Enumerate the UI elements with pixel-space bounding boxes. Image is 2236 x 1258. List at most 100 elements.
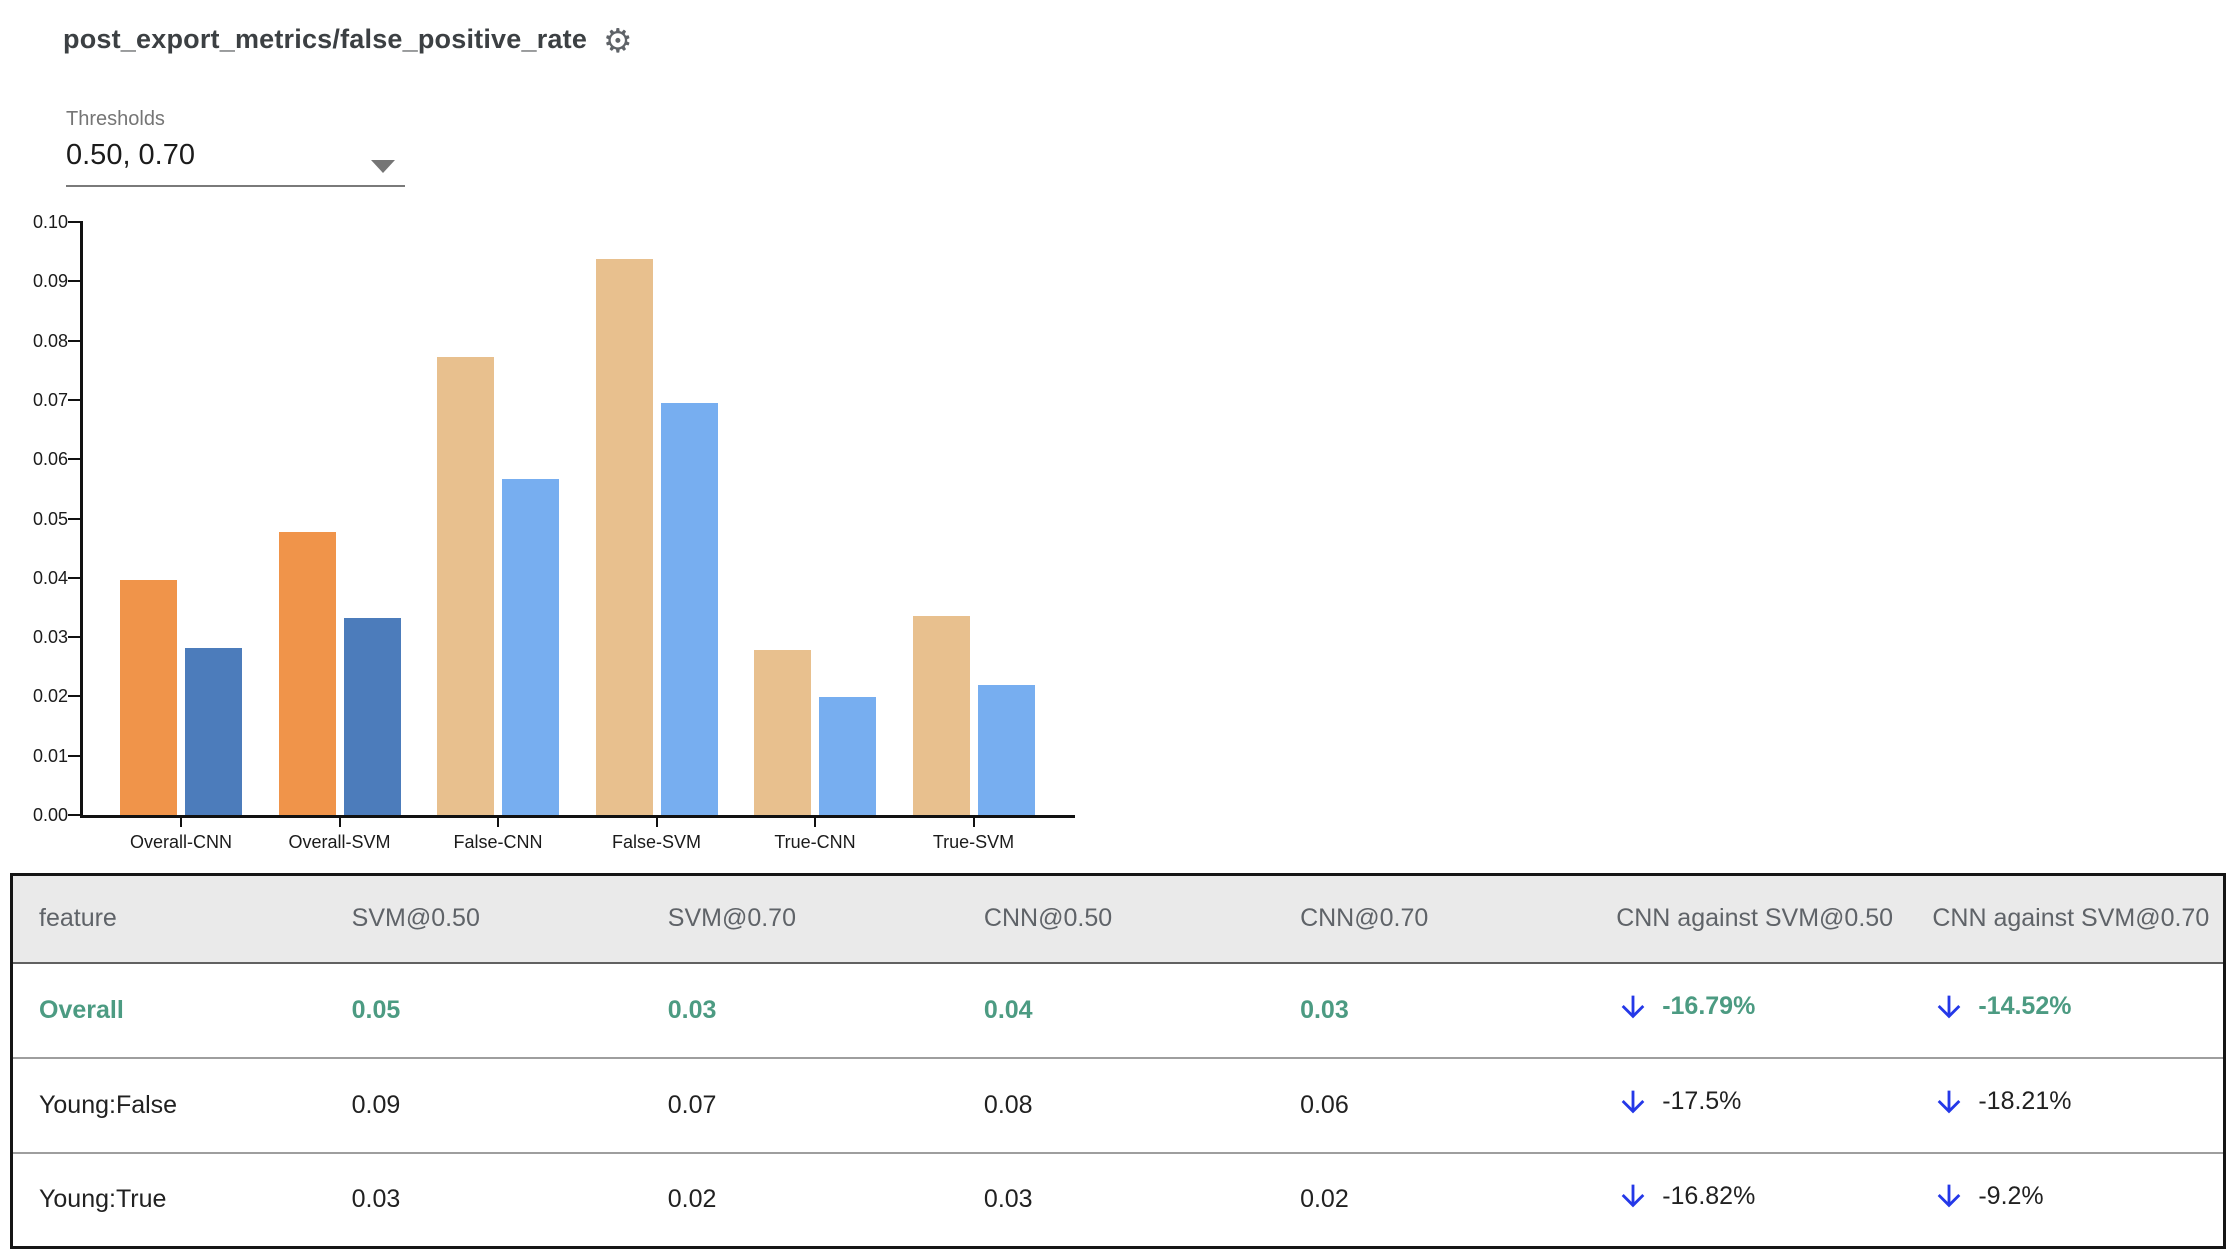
arrow-downward-icon: [1616, 990, 1650, 1024]
bar-Overall-SVM-threshold-0.50[interactable]: [278, 532, 336, 815]
y-tick-mark: [68, 458, 80, 461]
delta-value: -16.79%: [1662, 992, 1756, 1020]
y-axis-label: 0.00: [32, 805, 68, 825]
y-tick-mark: [68, 754, 80, 757]
delta-cell: -18.21%: [1908, 1058, 2224, 1153]
delta-cell: -16.82%: [1592, 1153, 1908, 1248]
metrics-table: feature SVM@0.50 SVM@0.70 CNN@0.50 CNN@0…: [10, 873, 2226, 1249]
x-axis-label: True-SVM: [932, 832, 1015, 852]
bar-True-SVM-threshold-0.50[interactable]: [912, 616, 970, 815]
table-row-young-false: Young:False 0.09 0.07 0.08 0.06 -17.5% -…: [11, 1058, 2225, 1153]
x-tick-mark: [497, 818, 499, 827]
value-cell: 0.08: [983, 1090, 1033, 1119]
y-axis-label: 0.01: [32, 745, 68, 766]
y-axis-line: [80, 221, 83, 818]
y-axis-label: 0.02: [32, 686, 68, 707]
y-axis-label: 0.10: [32, 212, 68, 232]
y-tick-mark: [68, 339, 80, 342]
thresholds-value[interactable]: 0.50, 0.70: [66, 139, 195, 171]
feature-cell: Young:True: [39, 1185, 167, 1214]
thresholds-dropdown[interactable]: Thresholds 0.50, 0.70: [66, 108, 406, 187]
col-header-svm-050: SVM@0.50: [327, 874, 644, 964]
y-tick-mark: [68, 695, 80, 698]
col-header-svm-070: SVM@0.70: [643, 874, 960, 964]
page-title: post_export_metrics/false_positive_rate: [63, 24, 588, 54]
value-cell: 0.02: [667, 1185, 717, 1214]
delta-value: -18.21%: [1978, 1087, 2072, 1115]
chevron-down-icon[interactable]: [371, 160, 395, 173]
delta-cell: -9.2%: [1908, 1153, 2224, 1248]
y-axis-label: 0.09: [32, 271, 68, 292]
x-axis-label: False-CNN: [453, 832, 543, 852]
value-cell: 0.05: [351, 995, 401, 1024]
gear-icon[interactable]: ⚙: [603, 22, 633, 59]
bar-Overall-CNN-threshold-0.50[interactable]: [120, 580, 177, 815]
value-cell: 0.02: [1300, 1185, 1349, 1214]
title-bar: post_export_metrics/false_positive_rate …: [63, 22, 633, 57]
delta-cell: -17.5%: [1592, 1058, 1908, 1153]
bar-Overall-SVM-threshold-0.70[interactable]: [343, 618, 401, 815]
col-header-cnn-vs-svm-070: CNN against SVM@0.70: [1908, 874, 2225, 964]
col-header-cnn-070: CNN@0.70: [1276, 874, 1593, 964]
dropdown-underline: [66, 185, 405, 187]
arrow-downward-icon: [1932, 990, 1966, 1024]
x-tick-mark: [814, 818, 816, 827]
x-axis-line: [80, 815, 1075, 818]
bar-False-CNN-threshold-0.70[interactable]: [502, 479, 559, 815]
y-tick-mark: [68, 398, 80, 401]
x-tick-mark: [338, 818, 341, 827]
delta-value: -16.82%: [1662, 1181, 1756, 1210]
table-row-young-true: Young:True 0.03 0.02 0.03 0.02 -16.82% -…: [12, 1153, 2225, 1248]
y-tick-mark: [68, 636, 80, 639]
value-cell: 0.09: [351, 1090, 401, 1119]
bar-Overall-CNN-threshold-0.70[interactable]: [185, 648, 242, 815]
col-header-feature: feature: [11, 874, 328, 964]
feature-cell: Overall: [39, 995, 124, 1024]
value-cell: 0.03: [667, 995, 717, 1024]
arrow-downward-icon: [1616, 1085, 1650, 1119]
value-cell: 0.03: [351, 1185, 401, 1214]
x-tick-mark: [972, 818, 975, 827]
col-header-cnn-vs-svm-050: CNN against SVM@0.50: [1592, 874, 1909, 964]
arrow-downward-icon: [1616, 1179, 1650, 1213]
bar-False-CNN-threshold-0.50[interactable]: [437, 357, 494, 815]
bar-True-CNN-threshold-0.70[interactable]: [819, 697, 876, 815]
value-cell: 0.03: [1300, 995, 1349, 1024]
x-axis-label: Overall-CNN: [129, 832, 232, 852]
delta-value: -14.52%: [1978, 992, 2072, 1020]
y-tick-mark: [68, 517, 80, 520]
value-cell: 0.06: [1300, 1090, 1349, 1119]
table-row-overall: Overall 0.05 0.03 0.04 0.03 -16.79% -14.…: [11, 963, 2225, 1058]
delta-value: -17.5%: [1662, 1087, 1742, 1115]
y-tick-mark: [68, 221, 80, 223]
value-cell: 0.07: [667, 1090, 717, 1119]
bar-False-SVM-threshold-0.70[interactable]: [660, 403, 718, 815]
y-tick-mark: [68, 814, 80, 816]
y-axis-label: 0.06: [32, 449, 68, 470]
thresholds-label: Thresholds: [66, 108, 165, 130]
delta-value: -9.2%: [1978, 1181, 2044, 1210]
y-axis-label: 0.08: [32, 330, 68, 351]
arrow-downward-icon: [1932, 1179, 1966, 1213]
bar-True-SVM-threshold-0.70[interactable]: [977, 685, 1035, 815]
y-axis-label: 0.05: [32, 508, 68, 529]
delta-cell: -14.52%: [1908, 963, 2224, 1058]
delta-cell: -16.79%: [1592, 963, 1908, 1058]
bar-True-CNN-threshold-0.50[interactable]: [754, 650, 811, 815]
bar-False-SVM-threshold-0.50[interactable]: [595, 259, 653, 815]
x-tick-mark: [180, 818, 182, 827]
false-positive-rate-bar-chart: 0.00 0.01 0.02 0.03 0.04 0.05 0.06 0.07 0.08 0.09…: [0, 0, 1120, 870]
x-tick-mark: [655, 818, 658, 827]
y-tick-mark: [68, 576, 80, 579]
col-header-cnn-050: CNN@0.50: [959, 874, 1277, 964]
y-axis-label: 0.07: [32, 389, 68, 410]
y-tick-mark: [68, 280, 80, 283]
feature-cell: Young:False: [39, 1090, 178, 1119]
y-axis-label: 0.03: [32, 627, 68, 648]
table-header-row: feature SVM@0.50 SVM@0.70 CNN@0.50 CNN@0…: [11, 874, 2225, 964]
x-axis-label: False-SVM: [611, 832, 701, 852]
arrow-downward-icon: [1932, 1085, 1966, 1119]
value-cell: 0.04: [983, 995, 1033, 1024]
value-cell: 0.03: [983, 1185, 1033, 1214]
y-axis-label: 0.04: [32, 567, 68, 588]
